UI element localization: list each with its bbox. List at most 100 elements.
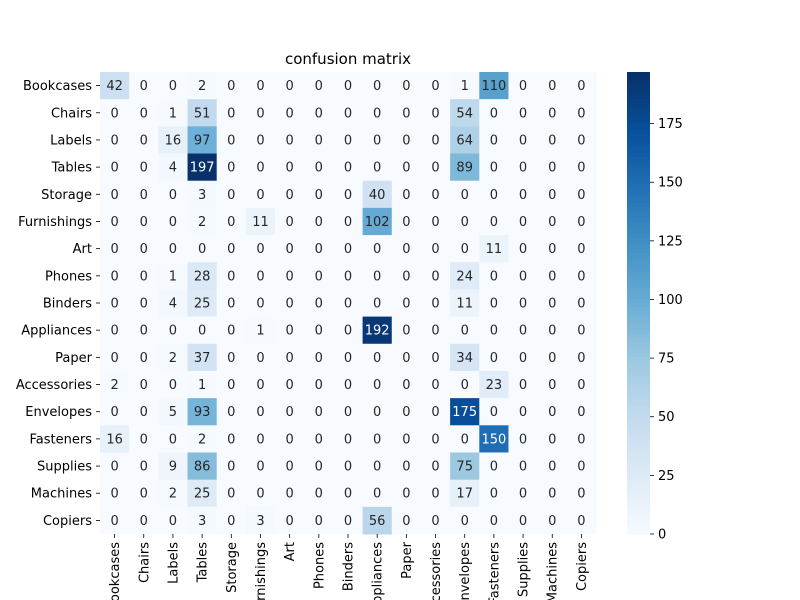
cell-value-label: 0 — [315, 133, 323, 148]
colorbar-tick-label: 175 — [658, 117, 683, 132]
heatmap-cell — [275, 343, 305, 372]
cell-value-label: 0 — [227, 460, 235, 475]
cell-value-label: 0 — [402, 297, 410, 312]
heatmap-cell — [537, 72, 568, 100]
heatmap-cell — [158, 398, 189, 426]
cell-value-label: 0 — [140, 215, 148, 230]
heatmap-cell — [508, 506, 539, 535]
heatmap-cell — [100, 235, 130, 263]
heatmap-cell — [479, 316, 509, 345]
colorbar-segment — [627, 245, 650, 250]
cell-value-label: 2 — [110, 378, 118, 393]
cell-value-label: 0 — [344, 188, 352, 203]
cell-value-label: 0 — [431, 351, 439, 366]
heatmap-cell — [391, 506, 422, 535]
cell-value-label: 0 — [402, 133, 410, 148]
cell-value-label: 0 — [110, 133, 118, 148]
y-axis: Bookcases Chairs Labels Tables Storage Furnis… — [16, 79, 100, 529]
x-tick-label: Envelopes — [458, 542, 473, 600]
heatmap-cell — [245, 452, 276, 481]
heatmap-cell — [566, 506, 597, 535]
heatmap-cell — [275, 316, 305, 345]
colorbar-segment — [627, 422, 650, 427]
heatmap-cell — [129, 452, 159, 481]
x-tick-label: Art — [283, 542, 298, 561]
colorbar-segment — [627, 102, 650, 108]
heatmap-cell — [100, 126, 130, 155]
cell-value-label: 0 — [344, 460, 352, 475]
cell-value-label: 0 — [227, 487, 235, 502]
cell-value-label: 0 — [577, 133, 585, 148]
heatmap-cell — [537, 289, 568, 318]
heatmap-cell — [187, 370, 218, 399]
heatmap-cell — [450, 99, 480, 127]
cell-value-label: 0 — [315, 242, 323, 257]
y-tick-label: Paper — [55, 351, 92, 366]
heatmap-cell — [158, 425, 189, 453]
heatmap-cell — [479, 425, 509, 453]
colorbar-segment — [627, 399, 650, 404]
cell-value-label: 0 — [461, 188, 469, 203]
cell-value-label: 0 — [548, 324, 556, 339]
heatmap-cell — [537, 153, 568, 182]
cell-value-label: 0 — [577, 269, 585, 284]
cell-value-label: 0 — [490, 487, 498, 502]
cell-value-label: 0 — [344, 514, 352, 529]
cell-value-label: 0 — [256, 487, 264, 502]
colorbar-segment — [627, 264, 650, 269]
cell-value-label: 0 — [140, 514, 148, 529]
cell-value-label: 0 — [577, 242, 585, 257]
heatmap-cell — [391, 262, 422, 290]
heatmap-cell — [333, 289, 364, 318]
colorbar-segment — [627, 387, 650, 393]
cell-value-label: 56 — [369, 514, 386, 529]
heatmap-cell — [304, 262, 334, 290]
heatmap-cell — [129, 506, 159, 535]
cell-value-label: 0 — [548, 188, 556, 203]
cell-value-label: 0 — [519, 405, 527, 420]
heatmap-cell — [479, 452, 509, 481]
heatmap-cell — [275, 99, 305, 127]
heatmap-cell — [362, 343, 393, 372]
cell-value-label: 0 — [286, 405, 294, 420]
colorbar-segment — [627, 252, 650, 258]
heatmap-cell — [304, 316, 334, 345]
heatmap-cell — [566, 398, 597, 426]
heatmap-cell — [537, 126, 568, 155]
heatmap-cell — [275, 506, 305, 535]
cell-value-label: 0 — [110, 269, 118, 284]
heatmap-cell — [187, 235, 218, 263]
cell-value-label: 0 — [373, 297, 381, 312]
cell-value-label: 0 — [315, 460, 323, 475]
cell-value-label: 0 — [548, 297, 556, 312]
cell-value-label: 0 — [286, 215, 294, 230]
cell-value-label: 0 — [490, 405, 498, 420]
cell-value-label: 9 — [169, 460, 177, 475]
cell-value-label: 0 — [373, 106, 381, 121]
x-tick-label: Paper — [400, 541, 415, 578]
cell-value-label: 17 — [456, 487, 473, 502]
heatmap-cell — [479, 235, 509, 263]
heatmap-cell — [129, 235, 159, 263]
heatmap-cell — [420, 153, 451, 182]
colorbar-segment — [627, 368, 650, 373]
cell-value-label: 0 — [256, 188, 264, 203]
heatmap-cell — [100, 398, 130, 426]
cell-value-label: 11 — [486, 242, 503, 257]
heatmap-cell — [450, 452, 480, 481]
cell-value-label: 0 — [140, 297, 148, 312]
cell-value-label: 0 — [198, 242, 206, 257]
heatmap-cell — [420, 370, 451, 399]
heatmap-cell — [566, 289, 597, 318]
cell-value-label: 0 — [344, 106, 352, 121]
heatmap-cell — [391, 316, 422, 345]
cell-value-label: 0 — [373, 161, 381, 176]
cell-value-label: 0 — [548, 460, 556, 475]
heatmap-cell — [304, 72, 334, 100]
heatmap-cell — [508, 316, 539, 345]
heatmap-cell — [216, 207, 247, 236]
colorbar-segment — [627, 79, 650, 85]
cell-value-label: 3 — [198, 188, 206, 203]
cell-value-label: 0 — [490, 161, 498, 176]
cell-value-label: 0 — [140, 133, 148, 148]
